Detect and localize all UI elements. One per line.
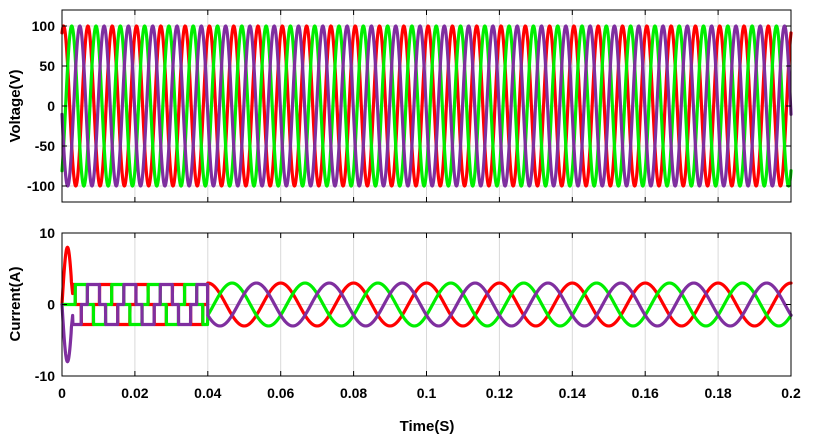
x-tick-label: 0.2 (781, 385, 801, 401)
y-tick-label: 10 (39, 225, 55, 241)
y-tick-label: 50 (39, 58, 55, 74)
voltage-y-tick-labels: -100 -50 0 50 100 (27, 18, 55, 194)
current-series-group (60, 245, 793, 364)
y-tick-label: -100 (27, 178, 55, 194)
voltage-y-axis-label: Voltage(V) (7, 69, 24, 142)
voltage-series-2 (60, 24, 793, 188)
voltage-series-group (60, 24, 793, 188)
y-tick-label: -50 (35, 138, 55, 154)
y-tick-label: 0 (47, 297, 55, 313)
voltage-series-3 (60, 24, 793, 188)
current-axes-frame (61, 232, 792, 377)
voltage-panel: -100 -50 0 50 100 Voltage(V) (7, 9, 793, 203)
x-tick-label: 0.08 (340, 385, 367, 401)
current-y-axis-label: Current(A) (7, 267, 24, 342)
x-tick-label: 0.06 (267, 385, 294, 401)
current-y-tick-labels: -10 0 10 (35, 225, 55, 384)
x-tick-label: 0.04 (194, 385, 221, 401)
x-tick-label: 0.16 (632, 385, 659, 401)
x-tick-label: 0.14 (559, 385, 586, 401)
x-tick-label: 0.1 (417, 385, 437, 401)
time-x-axis-label: Time(S) (400, 418, 455, 435)
voltage-series-1 (60, 24, 793, 188)
x-tick-label: 0 (58, 385, 66, 401)
x-tick-label: 0.18 (704, 385, 731, 401)
voltage-axes-frame (61, 9, 792, 203)
current-x-tick-labels: 0 0.02 0.04 0.06 0.08 0.1 0.12 0.14 0.16 0.18 0.2 (58, 385, 801, 401)
y-tick-label: -10 (35, 368, 55, 384)
y-tick-label: 100 (32, 18, 56, 34)
x-tick-label: 0.02 (121, 385, 148, 401)
y-tick-label: 0 (47, 98, 55, 114)
current-series-3 (60, 281, 793, 364)
x-tick-label: 0.12 (486, 385, 513, 401)
